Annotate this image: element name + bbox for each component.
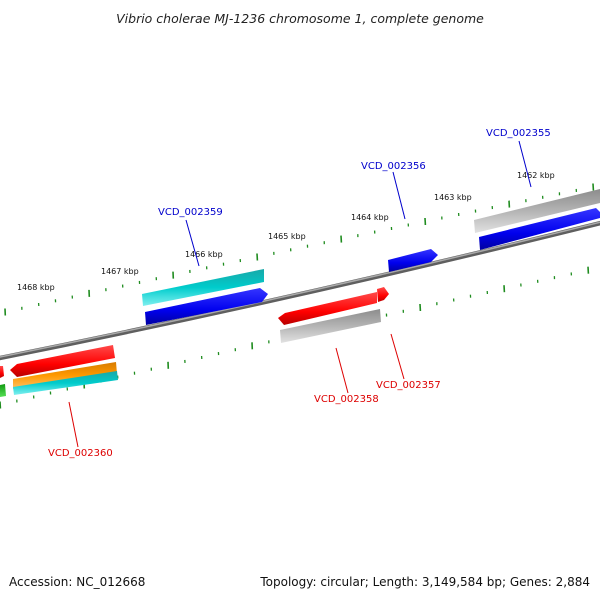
gene-vcd-002359[interactable] <box>142 269 268 325</box>
leader-line-vcd-002357 <box>390 333 405 380</box>
leader-line-vcd-002358 <box>335 347 349 394</box>
scale-label-1466: 1466 kbp <box>185 250 223 259</box>
gene-label-vcd-002356[interactable]: VCD_002356 <box>361 161 426 172</box>
gene-feature-red[interactable] <box>10 345 115 377</box>
map-title: Vibrio cholerae MJ-1236 chromosome 1, co… <box>116 11 484 26</box>
leader-line-vcd-002355 <box>518 140 532 188</box>
gene-feature-gray[interactable] <box>280 309 381 343</box>
genome-summary-label: Topology: circular; Length: 3,149,584 bp… <box>259 575 590 589</box>
gene-fragment-red-left[interactable] <box>0 366 4 378</box>
scale-label-1463: 1463 kbp <box>434 193 472 202</box>
scale-label-1468: 1468 kbp <box>17 283 55 292</box>
gene-feature-cyan[interactable] <box>13 371 118 395</box>
leader-line-vcd-002359 <box>185 219 200 267</box>
gene-feature-cyan[interactable] <box>142 269 264 306</box>
gene-feature-blue[interactable] <box>145 288 268 325</box>
scale-label-1465: 1465 kbp <box>268 232 306 241</box>
gene-label-vcd-002357[interactable]: VCD_002357 <box>376 380 441 391</box>
chromosome-backbone-highlight <box>0 221 600 358</box>
gene-feature-blue[interactable] <box>479 208 600 250</box>
accession-label: Accession: NC_012668 <box>9 575 145 589</box>
gene-vcd-002357[interactable] <box>377 287 389 302</box>
leader-line-vcd-002356 <box>392 171 406 220</box>
gene-feature-orange[interactable] <box>13 362 117 389</box>
gene-vcd-002360[interactable] <box>10 345 118 395</box>
gene-label-vcd-002358[interactable]: VCD_002358 <box>314 394 379 405</box>
gene-fragment-green-left[interactable] <box>0 384 6 397</box>
scale-label-1467: 1467 kbp <box>101 267 139 276</box>
gene-vcd-002356[interactable] <box>388 249 438 272</box>
gene-vcd-002358[interactable] <box>278 292 381 343</box>
chromosome-backbone <box>0 220 600 361</box>
gene-label-vcd-002355[interactable]: VCD_002355 <box>486 128 551 139</box>
gene-label-vcd-002359[interactable]: VCD_002359 <box>158 207 223 218</box>
scale-label-1464: 1464 kbp <box>351 213 389 222</box>
leader-line-vcd-002360 <box>68 401 79 448</box>
gene-vcd-002355[interactable] <box>474 189 600 250</box>
scale-label-1462: 1462 kbp <box>517 171 555 180</box>
gene-label-vcd-002360[interactable]: VCD_002360 <box>48 448 113 459</box>
gene-feature-red[interactable] <box>278 292 377 325</box>
upper-tick-track <box>4 183 595 316</box>
gene-feature-gray[interactable] <box>474 189 600 233</box>
